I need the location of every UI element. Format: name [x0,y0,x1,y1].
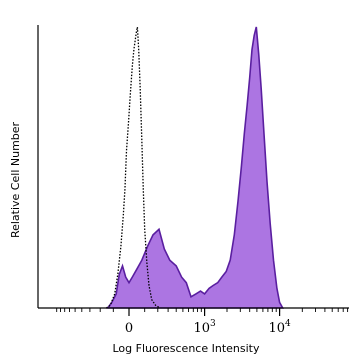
y-axis-title: Relative Cell Number [9,121,22,238]
plot-area [105,26,285,309]
axes: 0 103 104 [37,25,349,336]
x-tick-label: 104 [268,319,291,336]
x-tick-label: 0 [125,321,133,336]
series-dotted-histogram [105,26,161,309]
series-filled-histogram [106,26,285,309]
x-tick-label: 103 [193,319,216,336]
x-axis-title: Log Fluorescence Intensity [113,342,260,355]
